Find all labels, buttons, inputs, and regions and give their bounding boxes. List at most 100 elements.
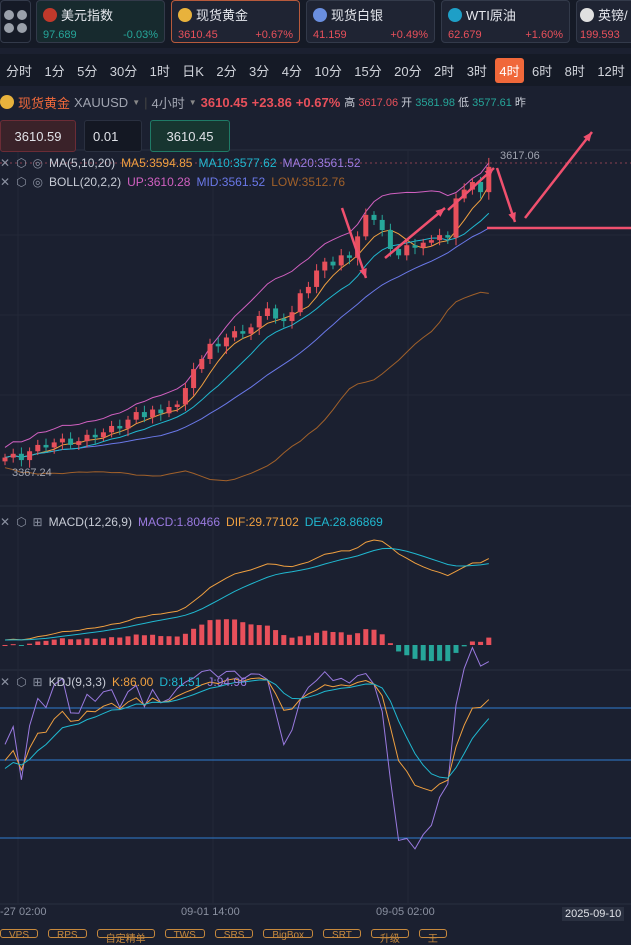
boll-legend: ✕ ⬡ ◎ BOLL(20,2,2) UP:3610.28 MID:3561.52 …: [0, 175, 345, 189]
candle: [478, 182, 484, 193]
toolbar-button[interactable]: 自定精单: [96, 929, 155, 945]
settings-icon[interactable]: ⬡: [16, 675, 27, 689]
open-label: 开: [401, 97, 413, 109]
settings-icon[interactable]: ⬡: [16, 156, 27, 170]
macd-name: MACD(12,26,9): [48, 515, 132, 529]
quote-card[interactable]: 美元指数 97.689 -0.03%: [36, 0, 165, 43]
macd-bar: [125, 636, 131, 645]
quote-card[interactable]: 现货黄金 3610.45 +0.67%: [171, 0, 300, 43]
lot-input[interactable]: 0.01: [84, 120, 142, 152]
symbol-header: 现货黄金 XAUUSD ▼ | 4小时 ▼ 3610.45 +23.86 +0.…: [0, 88, 631, 116]
ma10-value: MA10:3577.62: [198, 156, 277, 170]
macd-bar: [223, 619, 229, 645]
close-icon[interactable]: ✕: [0, 175, 11, 189]
timeframe-tab[interactable]: 3分: [249, 63, 270, 79]
candle: [215, 343, 221, 347]
boll-mid-line: [4, 227, 490, 459]
time-label: 09-01 14:00: [181, 906, 240, 918]
toolbar-button[interactable]: 升级: [370, 929, 409, 945]
sell-button[interactable]: 3610.59: [0, 120, 76, 152]
macd-bar: [10, 644, 16, 646]
timeframe-tab[interactable]: 5分: [77, 63, 98, 79]
toolbar-button[interactable]: 王: [418, 929, 447, 945]
candle: [445, 235, 451, 238]
toolbar-button[interactable]: SRS: [214, 929, 254, 941]
chevron-down-icon[interactable]: ▼: [188, 97, 197, 107]
candle: [346, 255, 352, 258]
timeframe-tab[interactable]: 10分: [314, 63, 342, 79]
candle: [256, 316, 262, 328]
close-icon[interactable]: ✕: [0, 675, 11, 689]
macd-bar: [305, 635, 311, 645]
quote-name: 英镑/: [598, 8, 628, 23]
expand-icon[interactable]: ⊞: [32, 515, 43, 529]
timeframe-tab[interactable]: 20分: [394, 63, 422, 79]
arrow-head: [435, 208, 445, 217]
timeframe-tab[interactable]: 30分: [109, 63, 138, 79]
timeframe-tab[interactable]: 4分: [281, 63, 302, 79]
candle: [125, 419, 131, 429]
timeframe-tab[interactable]: 分时: [6, 63, 33, 79]
low-label: 低: [458, 97, 470, 109]
quote-card[interactable]: 英镑/ 199.593: [576, 0, 631, 43]
macd-bar: [420, 645, 426, 661]
macd-bar: [27, 643, 33, 645]
buy-button[interactable]: 3610.45: [150, 120, 230, 152]
dif-line: [4, 539, 490, 641]
candle: [412, 245, 418, 248]
settings-icon[interactable]: ⬡: [16, 175, 27, 189]
timeframe-tab[interactable]: 2分: [216, 63, 237, 79]
symbol-code[interactable]: XAUUSD: [74, 94, 129, 110]
period-select[interactable]: 4小时: [151, 95, 185, 111]
macd-bar: [461, 645, 467, 647]
kdj-name: KDJ(9,3,3): [48, 675, 106, 689]
toolbar-button[interactable]: VPS: [0, 929, 39, 941]
quote-price: 41.159: [313, 29, 347, 41]
candle: [420, 242, 426, 248]
symbol-name[interactable]: 现货黄金: [18, 95, 71, 111]
arrow-head: [583, 132, 592, 142]
timeframe-tab[interactable]: 8时: [564, 63, 585, 79]
visibility-icon[interactable]: ◎: [32, 175, 44, 189]
apps-grid-button[interactable]: [0, 0, 31, 43]
macd-bar: [469, 641, 475, 645]
arrow-head: [508, 212, 516, 222]
timeframe-tab[interactable]: 日K: [182, 63, 204, 79]
timeframe-tab[interactable]: 15分: [354, 63, 382, 79]
candle: [338, 255, 344, 266]
candle: [174, 404, 180, 408]
chevron-down-icon[interactable]: ▼: [132, 97, 141, 107]
boll-low-line: [4, 291, 489, 482]
quote-card[interactable]: 现货白银 41.159 +0.49%: [306, 0, 435, 43]
quote-card[interactable]: WTI原油 62.679 +1.60%: [441, 0, 570, 43]
k-line: [4, 677, 490, 792]
timeframe-tab[interactable]: 1时: [149, 63, 170, 79]
macd-bar: [100, 638, 106, 645]
visibility-icon[interactable]: ◎: [32, 156, 44, 170]
candle: [396, 249, 402, 256]
close-icon[interactable]: ✕: [0, 515, 11, 529]
toolbar-button[interactable]: TWS: [164, 929, 205, 941]
close-icon[interactable]: ✕: [0, 156, 11, 170]
ma5-line: [4, 185, 490, 459]
ma5-value: MA5:3594.85: [121, 156, 193, 170]
timeframe-tab[interactable]: 3时: [466, 63, 487, 79]
macd-bar: [379, 634, 385, 645]
settings-icon[interactable]: ⬡: [16, 515, 27, 529]
toolbar-button[interactable]: RPS: [48, 929, 87, 941]
toolbar-button[interactable]: SRT: [323, 929, 361, 941]
d-line: [4, 679, 490, 779]
expand-icon[interactable]: ⊞: [32, 675, 43, 689]
timeframe-tab[interactable]: 4时: [495, 57, 524, 83]
arrow-head: [359, 268, 367, 278]
toolbar-button[interactable]: BigBox: [263, 929, 314, 941]
timeframe-tab[interactable]: 12时: [597, 63, 625, 79]
timeframe-tab[interactable]: 6时: [532, 63, 553, 79]
low-price-label: 3367.24: [12, 467, 52, 479]
macd-bar: [174, 636, 180, 645]
candle: [223, 337, 229, 347]
timeframe-tab[interactable]: 2时: [434, 63, 455, 79]
timeframe-tab[interactable]: 1分: [44, 63, 65, 79]
high-label: 高: [344, 97, 356, 109]
